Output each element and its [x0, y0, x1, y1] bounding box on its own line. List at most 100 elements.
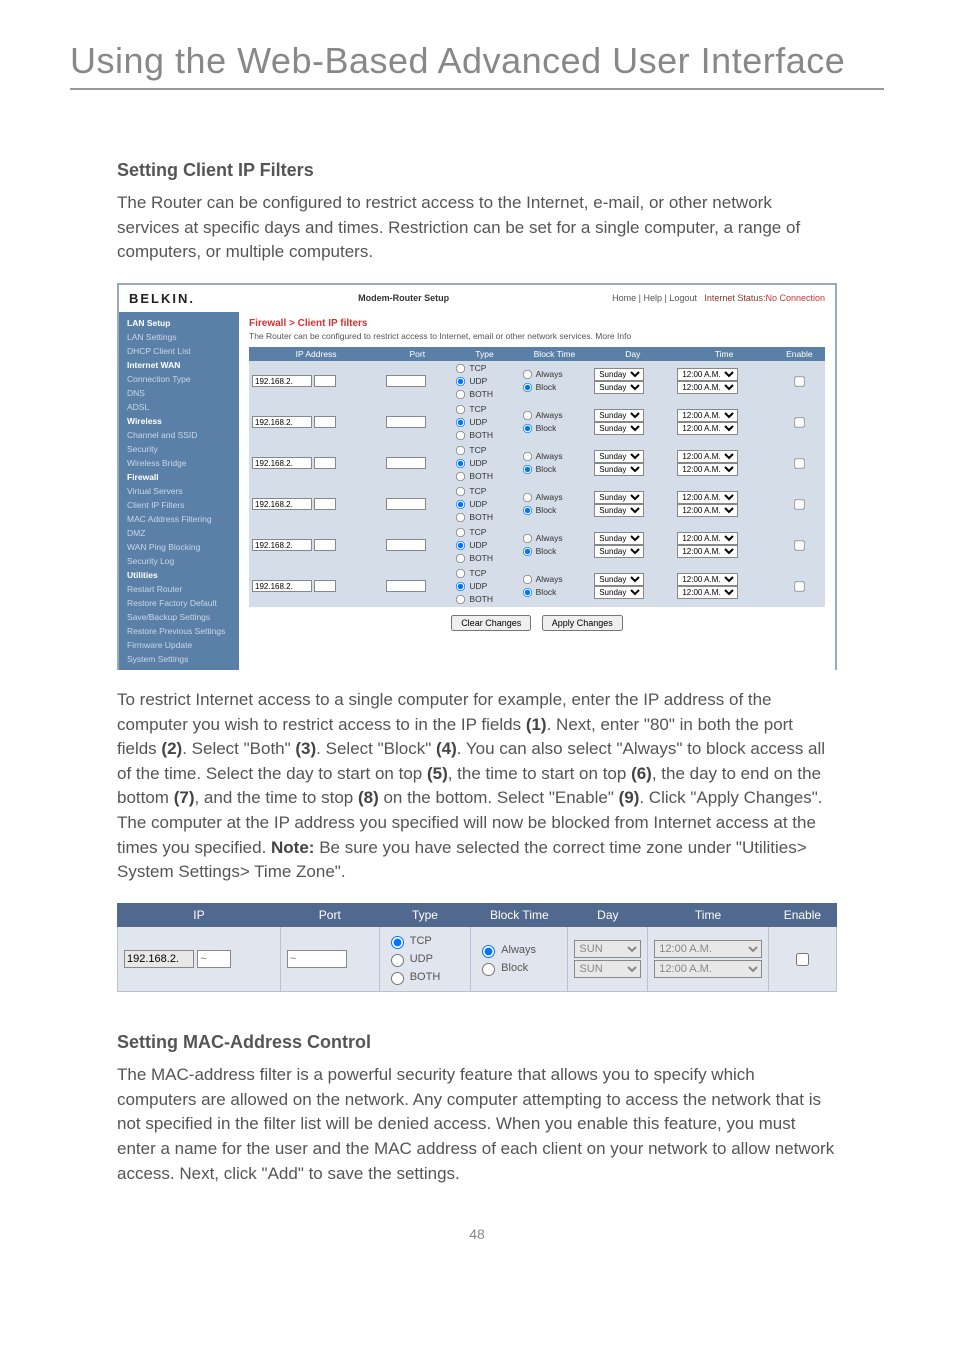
ip-last-octet-input[interactable]: [314, 457, 336, 469]
type-both-radio[interactable]: [391, 972, 404, 985]
enable-checkbox[interactable]: [795, 417, 805, 427]
clear-changes-button[interactable]: Clear Changes: [451, 615, 531, 631]
type-radio[interactable]: [456, 582, 465, 591]
time-end-select[interactable]: 12:00 A.M.: [654, 960, 761, 978]
port-input[interactable]: [386, 539, 426, 551]
sidebar-item[interactable]: DNS: [119, 386, 239, 400]
sidebar-item[interactable]: Wireless Bridge: [119, 456, 239, 470]
type-radio[interactable]: [456, 472, 465, 481]
ip-prefix-input[interactable]: [252, 539, 312, 551]
sidebar-item[interactable]: Restart Router: [119, 582, 239, 596]
type-radio[interactable]: [456, 554, 465, 563]
type-radio[interactable]: [456, 487, 465, 496]
blocktime-radio[interactable]: [523, 534, 532, 543]
sidebar-item[interactable]: Restore Factory Default: [119, 596, 239, 610]
time-start-select[interactable]: 12:00 A.M.: [677, 573, 738, 586]
blocktime-radio[interactable]: [523, 370, 532, 379]
time-start-select[interactable]: 12:00 A.M.: [677, 368, 738, 381]
time-end-select[interactable]: 12:00 A.M.: [677, 381, 738, 394]
type-radio[interactable]: [456, 459, 465, 468]
day-start-select[interactable]: SUN: [574, 940, 641, 958]
day-start-select[interactable]: Sunday: [594, 491, 644, 504]
type-radio[interactable]: [456, 418, 465, 427]
blocktime-radio[interactable]: [523, 575, 532, 584]
blocktime-always-radio[interactable]: [482, 945, 495, 958]
enable-checkbox[interactable]: [795, 376, 805, 386]
sidebar-item[interactable]: ADSL: [119, 400, 239, 414]
blocktime-radio[interactable]: [523, 452, 532, 461]
ip-last-octet-input[interactable]: [314, 416, 336, 428]
day-start-select[interactable]: Sunday: [594, 532, 644, 545]
type-radio[interactable]: [456, 431, 465, 440]
day-end-select[interactable]: SUN: [574, 960, 641, 978]
sidebar-item[interactable]: Connection Type: [119, 372, 239, 386]
day-end-select[interactable]: Sunday: [594, 586, 644, 599]
type-radio[interactable]: [456, 595, 465, 604]
time-start-select[interactable]: 12:00 A.M.: [654, 940, 761, 958]
blocktime-block-radio[interactable]: [482, 963, 495, 976]
blocktime-radio[interactable]: [523, 411, 532, 420]
ip-prefix-input[interactable]: [252, 416, 312, 428]
ip-last-octet-input[interactable]: [314, 375, 336, 387]
enable-checkbox[interactable]: [795, 499, 805, 509]
day-end-select[interactable]: Sunday: [594, 545, 644, 558]
ip-prefix-input[interactable]: [252, 498, 312, 510]
port-input[interactable]: [386, 580, 426, 592]
sidebar-item[interactable]: Client IP Filters: [119, 498, 239, 512]
day-start-select[interactable]: Sunday: [594, 573, 644, 586]
enable-checkbox[interactable]: [795, 581, 805, 591]
blocktime-radio[interactable]: [523, 465, 532, 474]
time-start-select[interactable]: 12:00 A.M.: [677, 491, 738, 504]
day-end-select[interactable]: Sunday: [594, 504, 644, 517]
time-end-select[interactable]: 12:00 A.M.: [677, 545, 738, 558]
sidebar-item[interactable]: MAC Address Filtering: [119, 512, 239, 526]
time-end-select[interactable]: 12:00 A.M.: [677, 504, 738, 517]
enable-checkbox[interactable]: [795, 458, 805, 468]
ip-last-octet-input[interactable]: [314, 580, 336, 592]
sidebar-item[interactable]: Channel and SSID: [119, 428, 239, 442]
type-radio[interactable]: [456, 364, 465, 373]
port-input[interactable]: [287, 950, 347, 968]
type-radio[interactable]: [456, 446, 465, 455]
blocktime-radio[interactable]: [523, 547, 532, 556]
sidebar-item[interactable]: System Settings: [119, 652, 239, 666]
type-udp-radio[interactable]: [391, 954, 404, 967]
day-start-select[interactable]: Sunday: [594, 450, 644, 463]
time-start-select[interactable]: 12:00 A.M.: [677, 409, 738, 422]
day-start-select[interactable]: Sunday: [594, 368, 644, 381]
header-links[interactable]: Home | Help | Logout: [612, 293, 697, 303]
port-input[interactable]: [386, 457, 426, 469]
type-radio[interactable]: [456, 500, 465, 509]
ip-last-octet-input[interactable]: [197, 950, 231, 968]
sidebar-item[interactable]: DMZ: [119, 526, 239, 540]
ip-prefix-input[interactable]: [124, 950, 194, 968]
sidebar-item[interactable]: Security Log: [119, 554, 239, 568]
ip-last-octet-input[interactable]: [314, 539, 336, 551]
time-start-select[interactable]: 12:00 A.M.: [677, 450, 738, 463]
ip-prefix-input[interactable]: [252, 457, 312, 469]
type-radio[interactable]: [456, 541, 465, 550]
sidebar-item[interactable]: Security: [119, 442, 239, 456]
port-input[interactable]: [386, 375, 426, 387]
sidebar-item[interactable]: DHCP Client List: [119, 344, 239, 358]
port-input[interactable]: [386, 416, 426, 428]
blocktime-radio[interactable]: [523, 424, 532, 433]
type-radio[interactable]: [456, 528, 465, 537]
time-end-select[interactable]: 12:00 A.M.: [677, 586, 738, 599]
type-radio[interactable]: [456, 405, 465, 414]
blocktime-radio[interactable]: [523, 493, 532, 502]
blocktime-radio[interactable]: [523, 588, 532, 597]
blocktime-radio[interactable]: [523, 383, 532, 392]
type-radio[interactable]: [456, 377, 465, 386]
sidebar-item[interactable]: LAN Settings: [119, 330, 239, 344]
blocktime-radio[interactable]: [523, 506, 532, 515]
type-radio[interactable]: [456, 390, 465, 399]
sidebar-item[interactable]: Firmware Update: [119, 638, 239, 652]
day-end-select[interactable]: Sunday: [594, 463, 644, 476]
ip-last-octet-input[interactable]: [314, 498, 336, 510]
sidebar-item[interactable]: Restore Previous Settings: [119, 624, 239, 638]
enable-checkbox[interactable]: [796, 953, 809, 966]
port-input[interactable]: [386, 498, 426, 510]
time-end-select[interactable]: 12:00 A.M.: [677, 463, 738, 476]
sidebar-item[interactable]: Save/Backup Settings: [119, 610, 239, 624]
